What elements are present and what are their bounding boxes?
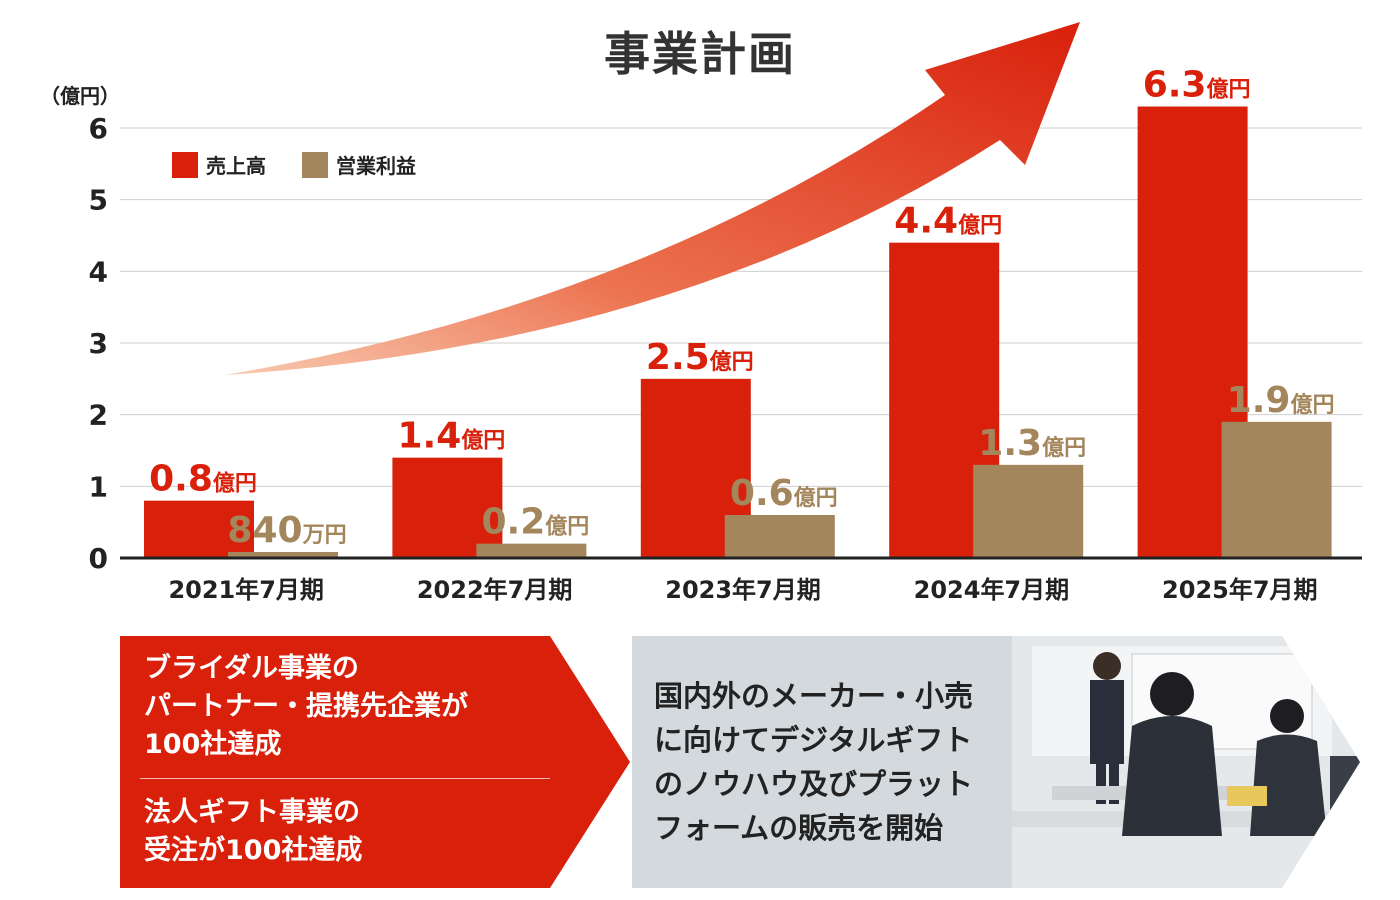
seminar-photo [1012,636,1360,888]
legend-swatch-sales [172,151,198,178]
bar-profit [476,543,587,558]
chart-title: 事業計画 [604,27,796,81]
x-tick-label: 2024年7月期 [914,576,1070,604]
data-label-sales: 2.5億円 [646,337,754,378]
y-tick-label: 3 [89,327,108,360]
y-tick-label: 2 [89,399,108,432]
x-tick-label: 2025年7月期 [1162,576,1318,604]
legend-swatch-profit [302,151,328,178]
panel-divider [140,778,550,779]
y-axis-unit: （億円） [40,84,120,108]
bar-profit [228,551,338,558]
bridal-achievement: ブライダル事業の パートナー・提携先企業が 100社達成 [144,650,468,764]
data-label-profit: 840万円 [227,510,346,551]
legend-label-sales: 売上高 [206,154,266,178]
platform-line-4: フォームの販売を開始 [654,811,944,845]
bar-sales [144,500,254,558]
x-tick-label: 2021年7月期 [168,576,324,604]
legend-item-sales: 売上高 [172,150,266,179]
growth-arrow [225,22,1080,375]
bar-sales [392,457,503,558]
data-label-sales: 1.4億円 [398,416,506,457]
y-tick-label: 4 [89,255,108,288]
data-label-profit: 1.3億円 [978,423,1086,464]
legend: 売上高 営業利益 [172,150,440,179]
x-tick-label: 2023年7月期 [665,576,821,604]
corporate-line-1: 法人ギフト事業の [144,797,360,828]
y-tick-label: 0 [89,542,108,575]
y-tick-label: 6 [89,112,108,145]
platform-line-1: 国内外のメーカー・小売 [654,679,974,713]
bridal-line-1: ブライダル事業の [144,653,359,684]
achievements-panel: ブライダル事業の パートナー・提携先企業が 100社達成 法人ギフト事業の 受注… [120,636,630,888]
x-tick-label: 2022年7月期 [417,576,573,604]
corporate-gift-achievement: 法人ギフト事業の 受注が100社達成 [144,794,362,870]
data-label-sales: 4.4億円 [894,201,1002,242]
legend-label-profit: 営業利益 [336,154,416,178]
bar-profit [1221,421,1332,558]
y-tick-label: 5 [89,184,108,217]
data-label-sales: 6.3億円 [1143,65,1251,106]
data-label-profit: 0.6億円 [730,473,838,514]
data-label-profit: 1.9億円 [1227,380,1335,421]
platform-line-3: のノウハウ及びプラット [654,767,974,801]
corporate-line-2: 受注が100社達成 [144,835,363,866]
platform-line-2: に向けてデジタルギフト [654,723,973,757]
chart-canvas: 0.8億円 840万円 1.4億円 0.2億円 2.5億円 0.6億円 4.4億円 1.3億円… [89,22,1362,604]
data-label-sales: 0.8億円 [149,459,257,500]
platform-panel: 国内外のメーカー・小売 に向けてデジタルギフト のノウハウ及びプラット フォーム… [632,636,1360,888]
bar-profit [973,464,1084,558]
bridal-line-2: パートナー・提携先企業が [144,691,468,722]
y-tick-label: 1 [89,470,108,503]
bar-profit [724,515,835,558]
platform-description: 国内外のメーカー・小売 に向けてデジタルギフト のノウハウ及びプラット フォーム… [654,674,1054,850]
legend-item-profit: 営業利益 [302,150,416,179]
bridal-line-3: 100社達成 [144,729,282,760]
data-label-profit: 0.2億円 [482,502,590,543]
